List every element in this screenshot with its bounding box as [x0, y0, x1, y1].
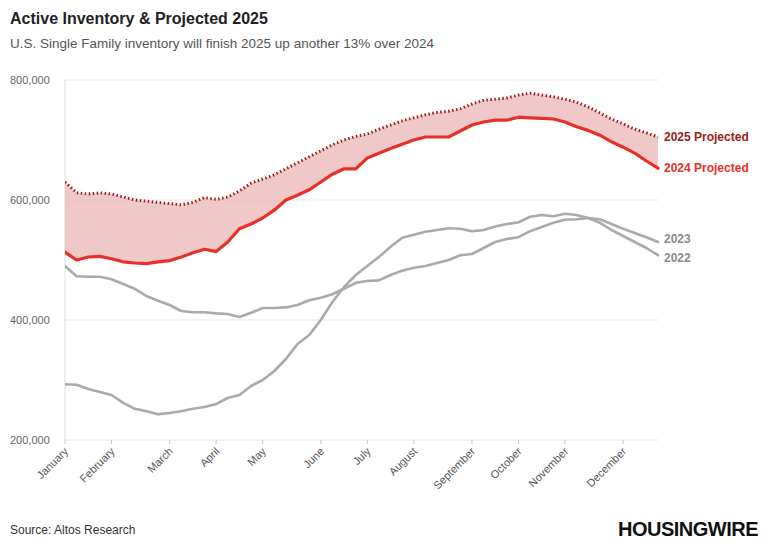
chart-root: Active Inventory & Projected 2025 U.S. Si…	[0, 0, 768, 556]
x-tick	[169, 440, 170, 444]
x-tick-label: February	[77, 445, 117, 485]
plot-area	[65, 93, 658, 414]
x-tick-label: July	[350, 445, 373, 468]
x-tick-label: March	[145, 445, 175, 475]
x-tick-label: June	[301, 445, 326, 470]
y-tick-label: 400,000	[10, 314, 50, 326]
x-tick	[471, 440, 472, 444]
series-label: 2023	[664, 232, 691, 246]
series-line	[65, 93, 658, 205]
x-tick-label: May	[245, 445, 269, 469]
series-line	[65, 117, 658, 263]
x-tick	[564, 440, 565, 444]
y-tick-label: 600,000	[10, 194, 50, 206]
series-label: 2024 Projected	[664, 161, 749, 175]
x-tick-label: November	[526, 445, 571, 490]
x-tick-label: September	[431, 445, 478, 492]
x-tick	[65, 440, 66, 444]
logo: HOUSINGWIRE	[618, 518, 758, 540]
grid-line	[65, 200, 658, 201]
x-tick	[367, 440, 368, 444]
subtitle: U.S. Single Family inventory will finish…	[10, 36, 434, 51]
x-tick	[111, 440, 112, 444]
x-tick-label: October	[488, 445, 524, 481]
grid-line	[65, 80, 658, 81]
series-label: 2025 Projected	[664, 130, 749, 144]
x-tick-label: August	[387, 445, 420, 478]
projection-band	[65, 93, 658, 263]
grid-line	[65, 440, 658, 441]
x-tick	[216, 440, 217, 444]
x-tick	[320, 440, 321, 444]
x-tick	[623, 440, 624, 444]
source: Source: Altos Research	[10, 523, 135, 537]
series-line	[65, 218, 658, 317]
y-tick-label: 200,000	[10, 434, 50, 446]
x-tick	[262, 440, 263, 444]
series-line	[65, 214, 658, 414]
x-tick	[413, 440, 414, 444]
x-tick-label: December	[584, 445, 629, 490]
chart: Active Inventory & Projected 2025 U.S. Si…	[0, 0, 768, 556]
grid	[65, 80, 658, 440]
y-axis-line	[65, 80, 66, 440]
y-tick-label: 800,000	[10, 74, 50, 86]
series-label: 2022	[664, 251, 691, 265]
x-tick-label: April	[198, 445, 222, 469]
title: Active Inventory & Projected 2025	[10, 10, 268, 27]
x-tick	[518, 440, 519, 444]
x-tick-label: January	[34, 445, 71, 482]
grid-line	[65, 320, 658, 321]
